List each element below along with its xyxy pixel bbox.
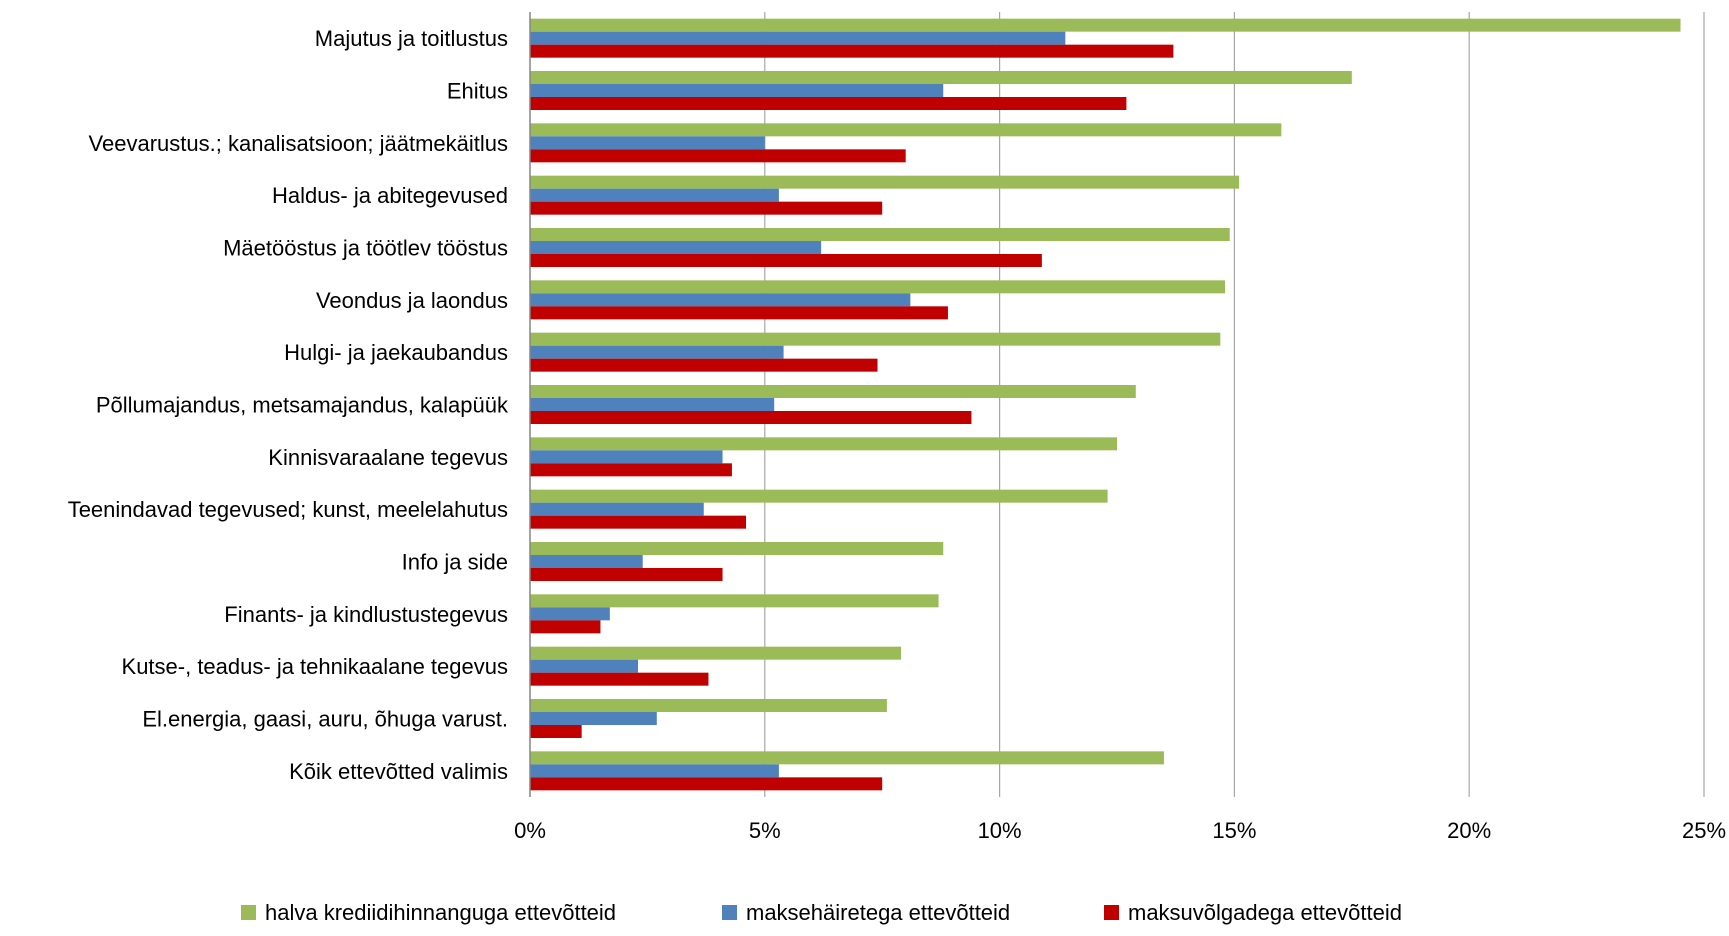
- bar: [530, 437, 1117, 451]
- bar: [530, 306, 948, 320]
- bar: [530, 31, 1066, 45]
- bar: [530, 398, 775, 411]
- x-tick-label: 0%: [514, 818, 546, 843]
- bar: [530, 149, 906, 163]
- bar: [530, 489, 1108, 503]
- bar: [530, 646, 901, 660]
- bar: [530, 97, 1127, 110]
- bar: [530, 188, 779, 202]
- legend-swatch: [1104, 905, 1119, 920]
- bar: [530, 607, 610, 621]
- category-label: Info ja side: [402, 550, 508, 575]
- category-label: Veevarustus.; kanalisatsioon; jäätmekäit…: [89, 131, 508, 156]
- bar: [530, 594, 939, 608]
- bar: [530, 345, 784, 359]
- x-tick-label: 10%: [978, 818, 1022, 843]
- bar: [530, 385, 1136, 398]
- category-label: Kinnisvaraalane tegevus: [268, 445, 508, 470]
- bar: [530, 725, 582, 738]
- category-label: Veondus ja laondus: [316, 288, 508, 313]
- bar: [530, 136, 765, 150]
- bar: [530, 699, 887, 712]
- category-label: Haldus- ja abitegevused: [272, 183, 508, 208]
- bar: [530, 358, 878, 372]
- bar: [530, 712, 657, 725]
- category-label: Ehitus: [447, 79, 508, 104]
- legend-swatch: [722, 905, 737, 920]
- category-label: Kutse-, teadus- ja tehnikaalane tegevus: [122, 654, 508, 679]
- bar: [530, 411, 972, 424]
- bar: [530, 568, 723, 581]
- bar: [530, 18, 1681, 32]
- bar: [530, 293, 911, 307]
- bar: [530, 71, 1352, 84]
- bar: [530, 201, 883, 215]
- bar: [530, 542, 944, 555]
- category-label: Kõik ettevõtted valimis: [289, 759, 508, 784]
- bar: [530, 515, 747, 529]
- bar: [530, 44, 1174, 58]
- bar: [530, 659, 639, 673]
- legend-label: maksuvõlgadega ettevõtteid: [1128, 900, 1402, 925]
- bar: [530, 254, 1042, 267]
- bar: [530, 620, 601, 634]
- legend-label: maksehäiretega ettevõtteid: [746, 900, 1010, 925]
- x-tick-label: 15%: [1212, 818, 1256, 843]
- bar: [530, 332, 1221, 346]
- x-tick-label: 5%: [749, 818, 781, 843]
- bar: [530, 502, 704, 516]
- bar: [530, 241, 822, 254]
- bar: [530, 175, 1240, 189]
- category-label: Hulgi- ja jaekaubandus: [284, 340, 508, 365]
- bar: [530, 751, 1164, 765]
- x-axis-tick-labels: 0% 5% 10% 15% 20% 25%: [514, 818, 1726, 843]
- category-labels: Majutus ja toitlustus Ehitus Veevarustus.;…: [68, 26, 509, 784]
- bar: [530, 555, 643, 568]
- x-tick-label: 25%: [1682, 818, 1726, 843]
- category-label: Mäetööstus ja töötlev tööstus: [223, 236, 508, 261]
- category-label: Põllumajandus, metsamajandus, kalapüük: [96, 393, 509, 418]
- category-label: Majutus ja toitlustus: [315, 26, 508, 51]
- bar: [530, 463, 732, 477]
- bar: [530, 777, 883, 791]
- bar: [530, 450, 723, 464]
- category-label: El.energia, gaasi, auru, õhuga varust.: [142, 707, 508, 732]
- legend-swatch: [241, 905, 256, 920]
- category-label: Finants- ja kindlustustegevus: [224, 602, 508, 627]
- bar: [530, 764, 779, 778]
- bar: [530, 228, 1230, 241]
- legend: halva krediidihinnanguga ettevõtteid maks…: [241, 900, 1402, 925]
- bars: [530, 18, 1681, 791]
- legend-label: halva krediidihinnanguga ettevõtteid: [265, 900, 616, 925]
- grid-lines: [764, 12, 1705, 797]
- category-label: Teenindavad tegevused; kunst, meelelahut…: [68, 497, 508, 522]
- bar: [530, 672, 709, 686]
- bar: [530, 280, 1226, 294]
- x-tick-label: 20%: [1447, 818, 1491, 843]
- bar: [530, 84, 944, 97]
- bar: [530, 123, 1282, 137]
